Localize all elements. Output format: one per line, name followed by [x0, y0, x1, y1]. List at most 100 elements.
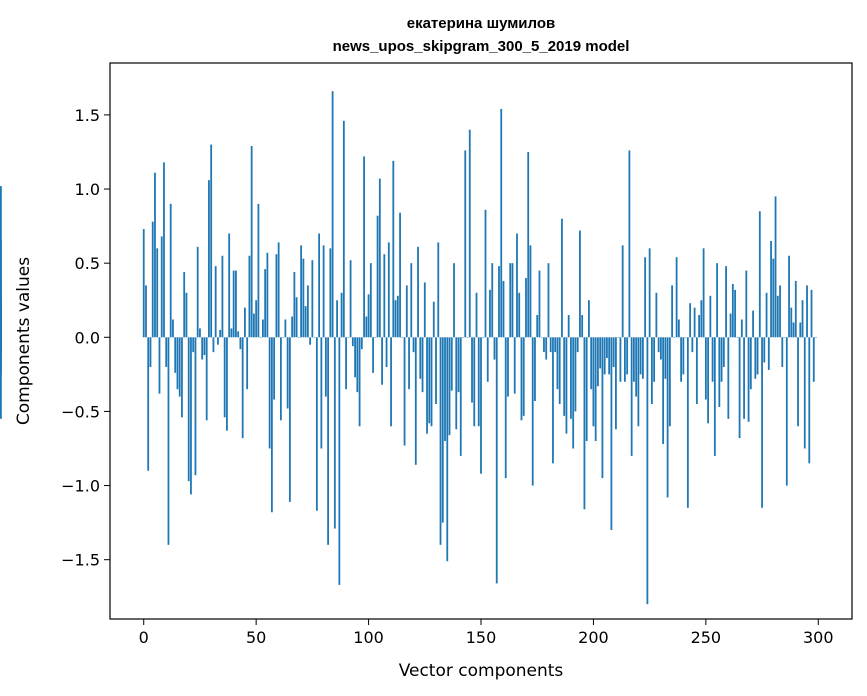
bar: [0, 337, 2, 353]
y-tick-label: −1.0: [61, 477, 100, 496]
bar: [441, 337, 444, 523]
bar: [597, 337, 599, 387]
bar: [432, 301, 435, 338]
bar: [421, 337, 424, 393]
bar: [322, 245, 325, 338]
bar: [507, 337, 509, 397]
bar: [471, 337, 473, 403]
bar: [520, 337, 523, 421]
bar: [374, 337, 377, 338]
bar: [354, 337, 356, 378]
bar: [554, 337, 557, 353]
x-tick-label: 200: [578, 628, 609, 647]
bar: [417, 246, 419, 338]
bar: [527, 151, 530, 338]
bar: [365, 316, 368, 338]
bars-group: [0, 91, 817, 605]
x-axis-label: Vector components: [399, 661, 564, 681]
bar: [729, 313, 732, 338]
bar: [176, 337, 179, 390]
bar: [466, 337, 469, 338]
bar: [394, 300, 397, 338]
bar: [282, 337, 285, 338]
x-tick-label: 0: [139, 628, 149, 647]
bar: [453, 263, 455, 338]
bar: [300, 245, 303, 338]
bar: [228, 233, 231, 338]
bar: [151, 221, 154, 338]
bar: [525, 277, 527, 338]
bar: [212, 337, 215, 353]
bar: [702, 248, 705, 338]
bar: [277, 242, 280, 338]
bar: [181, 337, 183, 418]
bar: [747, 337, 750, 422]
bar: [147, 337, 150, 471]
bar: [183, 272, 186, 338]
bar: [653, 337, 656, 382]
bar: [693, 307, 696, 338]
bar: [390, 337, 392, 427]
bar: [154, 172, 156, 338]
bar: [286, 337, 289, 409]
bar: [219, 329, 222, 338]
bar: [516, 233, 518, 338]
bar: [145, 285, 147, 338]
bar: [738, 337, 741, 439]
bar: [167, 337, 170, 545]
bar: [313, 337, 316, 338]
bar: [815, 337, 817, 338]
bar: [558, 337, 561, 405]
bar: [675, 257, 678, 338]
plot-area-frame: [109, 62, 853, 620]
bar: [711, 337, 714, 382]
bar: [619, 337, 622, 382]
bar: [574, 337, 577, 412]
bar: [262, 319, 264, 338]
bar: [803, 337, 806, 449]
bar: [484, 209, 487, 338]
bar: [633, 337, 635, 382]
bar: [722, 337, 725, 367]
bar: [439, 337, 442, 545]
bar: [581, 315, 584, 338]
bar: [358, 337, 361, 427]
bar: [657, 337, 660, 353]
bar: [165, 337, 168, 367]
bar: [489, 289, 491, 338]
bar: [772, 258, 775, 338]
bar: [190, 337, 192, 495]
bar: [324, 337, 327, 397]
bar: [801, 300, 804, 338]
bar: [264, 269, 267, 338]
bar: [401, 337, 404, 338]
bar: [435, 337, 437, 405]
bar: [713, 337, 716, 456]
bar: [187, 337, 190, 482]
bar: [217, 337, 219, 345]
bar: [284, 319, 287, 338]
bar: [253, 313, 255, 338]
bar: [268, 337, 271, 449]
bar: [367, 294, 370, 338]
bar: [659, 337, 662, 360]
bar: [695, 337, 698, 405]
bar: [163, 162, 165, 338]
bar: [509, 263, 512, 338]
bar: [196, 246, 199, 338]
bar: [552, 337, 554, 464]
bar: [0, 337, 2, 419]
bar: [666, 337, 669, 498]
bar: [347, 337, 350, 338]
bar: [336, 300, 338, 338]
bar: [736, 337, 739, 338]
bar: [329, 248, 332, 338]
bar: [306, 285, 309, 338]
bar: [475, 292, 478, 338]
x-tick-label: 50: [246, 628, 266, 647]
bar: [250, 146, 253, 338]
bar: [608, 337, 611, 375]
bar: [606, 337, 608, 359]
bar: [230, 328, 233, 338]
bar: [734, 289, 736, 338]
